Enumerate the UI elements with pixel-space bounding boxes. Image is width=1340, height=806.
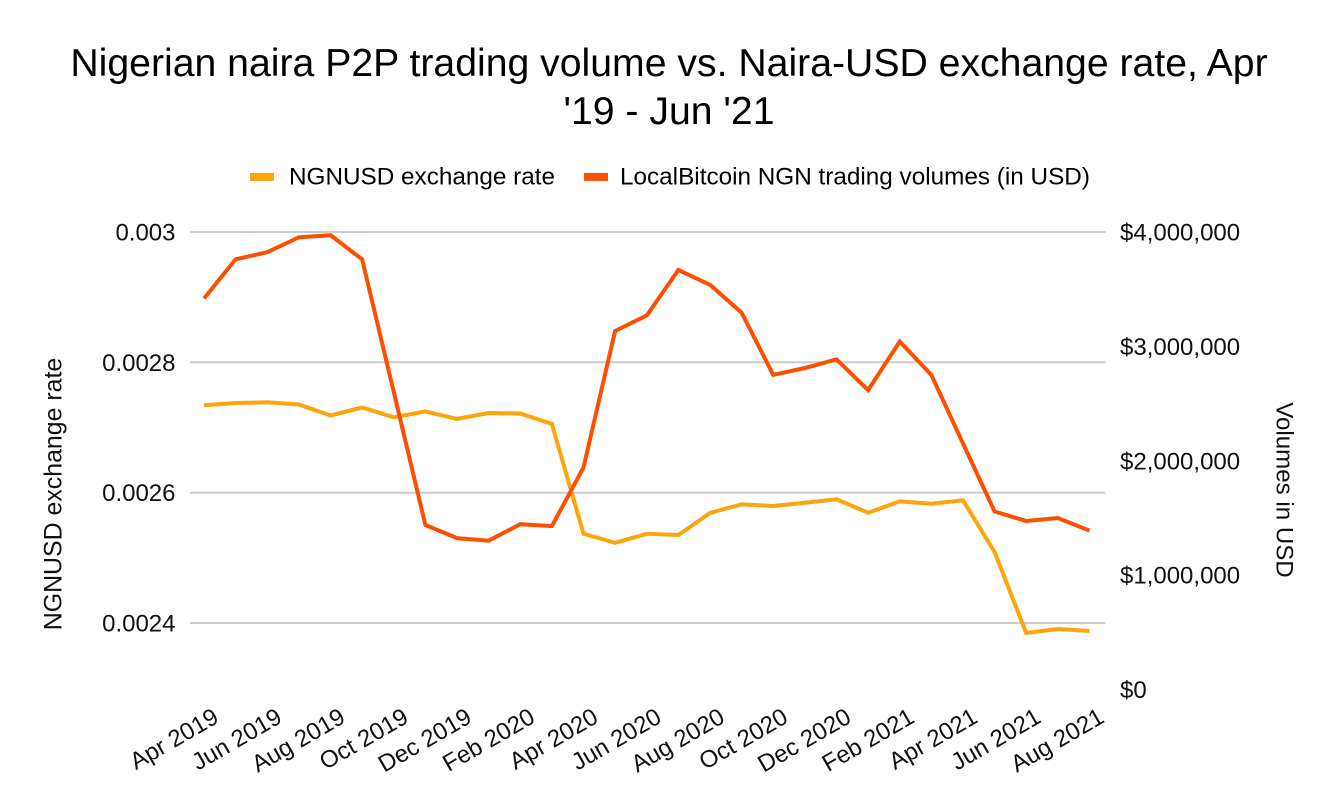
svg-text:$2,000,000: $2,000,000: [1120, 448, 1240, 475]
svg-text:Volumes in USD: Volumes in USD: [1271, 402, 1298, 577]
svg-text:'19 - Jun '21: '19 - Jun '21: [563, 90, 774, 133]
svg-text:0.0026: 0.0026: [102, 480, 175, 507]
svg-text:$1,000,000: $1,000,000: [1120, 563, 1240, 590]
svg-text:NGNUSD exchange rate: NGNUSD exchange rate: [289, 164, 555, 191]
svg-text:$4,000,000: $4,000,000: [1120, 220, 1240, 247]
svg-text:$0: $0: [1120, 677, 1147, 704]
svg-text:0.003: 0.003: [115, 220, 175, 247]
svg-text:$3,000,000: $3,000,000: [1120, 334, 1240, 361]
svg-text:NGNUSD exchange rate: NGNUSD exchange rate: [40, 358, 68, 631]
svg-text:Nigerian naira P2P trading vol: Nigerian naira P2P trading volume vs. Na…: [70, 42, 1267, 85]
svg-text:0.0028: 0.0028: [102, 350, 175, 377]
svg-text:LocalBitcoin NGN trading volum: LocalBitcoin NGN trading volumes (in USD…: [620, 164, 1090, 191]
svg-text:0.0024: 0.0024: [102, 611, 175, 638]
